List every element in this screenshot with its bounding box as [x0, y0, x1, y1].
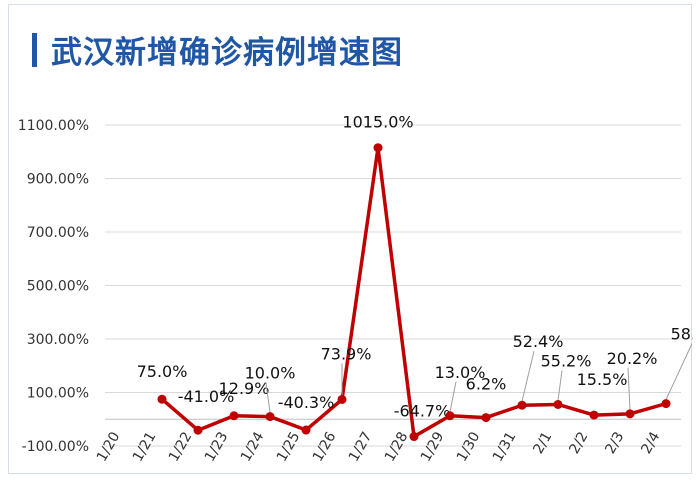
y-tick-label: 700.00%	[27, 225, 89, 241]
y-tick-label: 100.00%	[27, 386, 89, 402]
x-tick-label: 2/2	[566, 429, 591, 457]
y-tick-label: 500.00%	[27, 279, 89, 295]
label-leader-line	[557, 370, 563, 401]
x-tick-label: 1/21	[130, 429, 160, 464]
label-leader-line	[627, 367, 631, 410]
line-chart: -100.00% 100.00% 300.00% 500.00% 700.00% 900.…	[18, 113, 693, 465]
label-leader-line	[665, 343, 693, 400]
x-tick-label: 1/22	[166, 429, 196, 464]
data-point	[625, 409, 635, 419]
x-tick-label: 2/3	[602, 429, 627, 457]
data-label: 20.2%	[607, 349, 658, 368]
data-point	[517, 400, 527, 410]
chart-title: 武汉新增确诊病例增速图	[51, 35, 403, 71]
title-accent-bar	[32, 33, 37, 67]
data-point	[589, 410, 599, 420]
data-point	[301, 425, 311, 435]
x-tick-label: 1/23	[202, 429, 232, 464]
data-point	[337, 394, 347, 404]
data-label: 12.9%	[219, 379, 270, 398]
y-tick-label: 300.00%	[27, 332, 89, 348]
data-label: 73.9%	[321, 344, 372, 363]
data-point	[481, 413, 491, 423]
x-tick-label: 1/25	[274, 429, 304, 464]
data-label: -40.3%	[278, 393, 335, 412]
data-label: -41.0%	[178, 387, 235, 406]
label-leader-line	[265, 382, 271, 413]
data-label: -64.7%	[394, 402, 451, 421]
data-label: 6.2%	[466, 375, 507, 394]
data-point	[553, 399, 563, 409]
x-tick-label: 1/27	[346, 429, 376, 464]
data-label: 75.0%	[137, 362, 188, 381]
data-label: 55.2%	[541, 351, 592, 370]
x-tick-label: 1/28	[382, 429, 412, 464]
data-point	[193, 425, 203, 435]
data-point	[157, 394, 167, 404]
y-tick-label: 900.00%	[27, 172, 89, 188]
data-label: 10.0%	[245, 364, 296, 383]
data-point	[229, 411, 239, 421]
x-tick-label: 1/29	[418, 429, 448, 464]
x-tick-label: 1/20	[94, 429, 124, 464]
data-label: 1015.0%	[342, 113, 413, 132]
chart-frame: 武汉新增确诊病例增速图 -100.00% 100.00% 300.00% 500.00…	[8, 4, 693, 474]
x-tick-label: 2/4	[638, 429, 663, 457]
data-label: 52.4%	[513, 332, 564, 351]
label-leader-line	[521, 351, 535, 402]
y-tick-label: -100.00%	[22, 439, 89, 455]
label-leader-line	[449, 381, 457, 412]
x-tick-label: 1/31	[490, 429, 520, 464]
data-point	[265, 412, 275, 422]
x-tick-label: 2/1	[530, 429, 555, 457]
data-point	[409, 432, 419, 442]
data-point	[445, 411, 455, 421]
data-point	[661, 399, 671, 409]
y-tick-label: 1100.00%	[18, 118, 89, 134]
data-label: 13.0%	[435, 363, 486, 382]
x-tick-label: 1/24	[238, 429, 268, 464]
x-tick-label: 1/26	[310, 429, 340, 464]
data-label: 15.5%	[577, 370, 628, 389]
data-point	[373, 143, 383, 153]
data-label: 58.4%	[671, 325, 693, 344]
x-tick-label: 1/30	[454, 429, 484, 464]
